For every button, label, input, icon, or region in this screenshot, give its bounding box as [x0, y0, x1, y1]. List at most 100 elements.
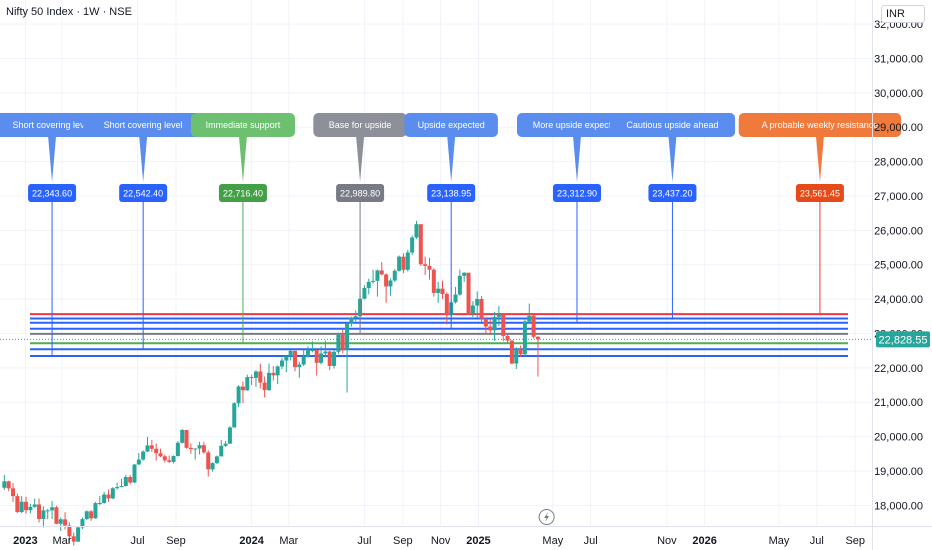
callout-box: [313, 113, 407, 137]
candle: [89, 510, 94, 521]
candle: [462, 272, 467, 282]
candle-body: [479, 298, 484, 319]
callout-pointer: [238, 136, 247, 182]
candles: [2, 220, 540, 546]
callout-label: Base for upside: [329, 120, 392, 130]
last-price-badge: [876, 331, 930, 348]
y-tick-label: 18,000.00: [874, 500, 923, 512]
candle: [514, 347, 519, 370]
value-badge-text: 22,989.80: [340, 189, 380, 199]
callout-label: Upside expected: [418, 120, 485, 130]
value-badge: [119, 184, 168, 202]
candle-body: [154, 448, 159, 454]
y-tick-label: 25,000.00: [874, 260, 923, 272]
candle-body: [67, 525, 72, 537]
candle-body: [522, 321, 527, 355]
candle-body: [427, 265, 432, 270]
candle-body: [275, 366, 280, 376]
candle: [253, 370, 258, 387]
price-axis[interactable]: 32,000.0031,000.0030,000.0029,000.0028,0…: [872, 0, 931, 550]
candle-body: [509, 340, 514, 364]
candle-body: [232, 403, 237, 428]
event-icon[interactable]: [538, 509, 555, 525]
candle-body: [240, 386, 245, 391]
candle: [444, 292, 449, 325]
candle: [201, 441, 206, 454]
x-tick-label: Mar: [52, 535, 71, 547]
value-badge: [28, 184, 77, 202]
candle: [119, 478, 124, 488]
candle: [470, 301, 475, 318]
candle-body: [262, 382, 267, 391]
candle-body: [249, 377, 254, 379]
candle-body: [371, 280, 376, 282]
value-badge-text: 23,561.45: [800, 189, 840, 199]
candle: [11, 483, 16, 502]
candle: [327, 350, 332, 371]
candle: [527, 303, 532, 324]
candle-body: [214, 456, 219, 464]
candle: [479, 296, 484, 322]
candle: [314, 349, 319, 376]
candle-body: [310, 350, 315, 352]
value-badge: [427, 184, 476, 202]
candle-body: [102, 494, 107, 504]
candle: [371, 269, 376, 284]
y-tick-label: 31,000.00: [874, 53, 923, 65]
candle-body: [535, 336, 540, 340]
y-tick-label: 20,000.00: [874, 432, 923, 444]
candle: [340, 329, 345, 354]
candle: [288, 349, 293, 361]
callout-box: [190, 113, 295, 137]
candle: [319, 346, 324, 365]
candle-body: [431, 269, 436, 293]
candle-body: [505, 335, 510, 341]
currency-selector[interactable]: INR: [881, 5, 925, 23]
callout-pointer: [48, 136, 57, 182]
x-tick-label: May: [542, 535, 563, 547]
candle: [518, 345, 523, 358]
candle: [45, 508, 50, 520]
candle: [145, 436, 150, 453]
candle-body: [423, 264, 428, 266]
candle-body: [492, 316, 497, 331]
candle-body: [115, 487, 120, 489]
candle-body: [470, 305, 475, 314]
candle-body: [110, 488, 115, 499]
x-tick-label: 2025: [466, 535, 490, 547]
candle: [332, 349, 337, 369]
candle: [193, 448, 198, 460]
candle-body: [271, 372, 276, 376]
candle-body: [457, 275, 462, 295]
candle: [440, 280, 445, 299]
time-axis[interactable]: 2023 Mar Jul Sep 2024 Mar Jul Sep Nov 2025 May Jul N…: [0, 526, 932, 548]
candle-body: [306, 350, 311, 357]
callout-box: [738, 113, 902, 137]
last-price-label: 22,828.55: [876, 331, 930, 348]
candle-body: [514, 348, 519, 364]
candle: [353, 310, 358, 322]
candle-body: [266, 372, 271, 391]
candle: [219, 440, 224, 457]
x-tick-label: 2024: [239, 535, 264, 547]
candle: [2, 474, 7, 490]
candle: [71, 532, 76, 546]
candle: [184, 429, 189, 449]
candle: [102, 491, 107, 504]
candle: [167, 455, 172, 464]
y-tick-label: 19,000.00: [874, 466, 923, 478]
y-tick-label: 27,000.00: [874, 191, 923, 203]
candle: [384, 273, 389, 303]
callout-pointer: [139, 136, 148, 182]
candle-body: [136, 459, 141, 465]
callout-pointer: [356, 136, 365, 182]
candle-body: [418, 224, 423, 265]
candle-body: [345, 323, 350, 350]
candle-body: [392, 270, 397, 281]
callout-box: [609, 113, 736, 137]
candle: [15, 493, 20, 513]
candle-body: [93, 503, 98, 519]
candle: [236, 385, 241, 408]
